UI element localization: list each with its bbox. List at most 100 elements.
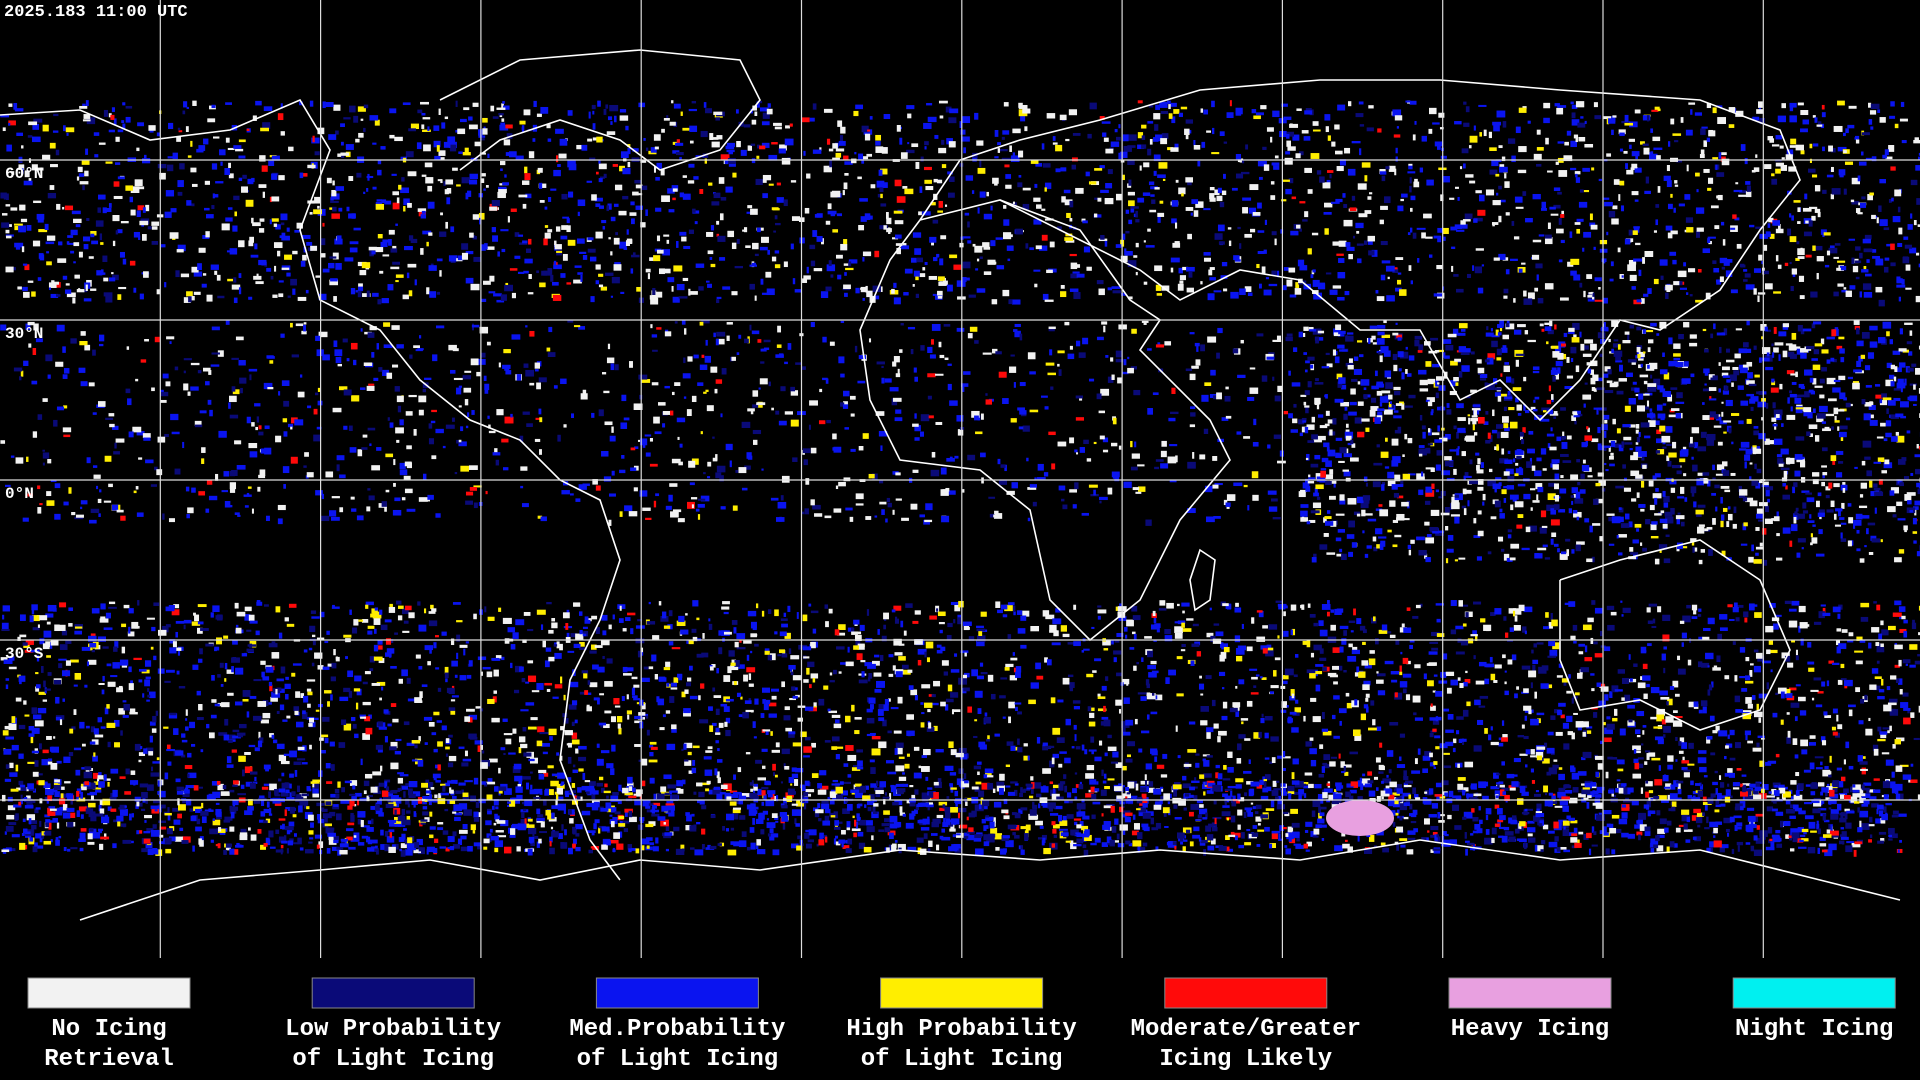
icing-pixel: [385, 453, 394, 458]
icing-pixel: [31, 291, 36, 297]
icing-pixel: [1351, 443, 1356, 448]
icing-pixel: [1088, 378, 1095, 382]
icing-pixel: [1527, 339, 1536, 343]
icing-pixel: [406, 445, 412, 450]
icing-pixel: [1861, 399, 1866, 405]
icing-pixel: [1162, 178, 1166, 181]
icing-pixel: [361, 447, 368, 450]
icing-pixel: [105, 295, 113, 303]
icing-pixel: [363, 104, 369, 109]
icing-pixel: [904, 188, 914, 195]
icing-pixel: [383, 322, 391, 327]
icing-pixel: [547, 268, 553, 275]
icing-pixel: [1217, 224, 1225, 232]
icing-pixel: [125, 105, 133, 109]
icing-pixel: [1885, 379, 1894, 387]
icing-pixel: [1617, 247, 1621, 253]
icing-pixel: [1712, 107, 1717, 114]
icing-pixel: [1598, 479, 1606, 486]
icing-pixel: [1838, 375, 1846, 381]
icing-pixel: [1745, 191, 1752, 198]
icing-pixel: [1240, 339, 1244, 344]
icing-pixel: [1145, 245, 1155, 248]
icing-pixel: [759, 378, 768, 385]
icing-pixel: [699, 189, 704, 194]
icing-pixel: [832, 143, 838, 149]
icing-pixel: [238, 177, 243, 182]
icing-pixel: [746, 452, 752, 459]
icing-pixel: [373, 377, 379, 381]
icing-pixel: [1765, 490, 1770, 497]
icing-pixel: [1300, 510, 1308, 517]
icing-pixel: [1394, 429, 1400, 434]
icing-pixel: [1503, 295, 1508, 299]
icing-pixel: [581, 144, 588, 151]
icing-pixel: [1216, 352, 1220, 359]
icing-pixel: [1042, 293, 1049, 301]
icing-pixel: [481, 298, 487, 303]
icing-pixel: [332, 407, 342, 413]
icing-pixel: [1566, 130, 1572, 136]
icing-pixel: [79, 105, 88, 109]
icing-pixel: [1407, 473, 1416, 476]
icing-pixel: [1646, 115, 1650, 122]
icing-pixel: [1795, 257, 1800, 261]
icing-pixel: [520, 485, 524, 489]
icing-pixel: [1889, 115, 1896, 119]
icing-pixel: [1299, 265, 1308, 271]
icing-pixel: [1270, 181, 1275, 185]
icing-pixel: [1862, 440, 1872, 448]
icing-pixel: [924, 519, 933, 523]
icing-pixel: [280, 103, 283, 109]
icing-pixel: [201, 458, 205, 464]
icing-pixel: [1670, 230, 1678, 235]
icing-pixel: [1631, 387, 1637, 391]
icing-pixel: [666, 115, 669, 121]
icing-pixel: [1473, 518, 1477, 524]
icing-pixel: [1534, 396, 1540, 400]
icing-pixel: [1651, 109, 1659, 112]
icing-pixel: [592, 110, 595, 115]
icing-pixel: [930, 202, 936, 206]
icing-pixel: [453, 377, 463, 381]
icing-pixel: [1065, 138, 1070, 142]
icing-pixel: [1722, 366, 1730, 371]
icing-pixel: [714, 388, 718, 394]
icing-pixel: [1809, 433, 1813, 437]
icing-pixel: [1915, 252, 1920, 256]
icing-pixel: [1714, 225, 1720, 230]
icing-pixel: [658, 268, 665, 275]
icing-pixel: [426, 287, 430, 295]
icing-pixel: [671, 285, 674, 292]
icing-pixel: [1017, 182, 1023, 188]
icing-pixel: [138, 457, 143, 460]
icing-pixel: [133, 287, 137, 293]
icing-pixel: [422, 473, 427, 481]
icing-pixel: [465, 277, 474, 284]
icing-pixel: [1877, 109, 1881, 113]
icing-pixel: [5, 234, 14, 237]
icing-pixel: [1757, 292, 1766, 295]
icing-pixel: [396, 197, 400, 204]
icing-pixel: [252, 115, 257, 121]
icing-pixel: [1673, 207, 1676, 213]
icing-pixel: [1393, 134, 1401, 138]
icing-pixel: [532, 138, 536, 142]
icing-pixel: [538, 377, 547, 383]
icing-pixel: [1839, 348, 1845, 354]
icing-pixel: [1873, 487, 1881, 491]
icing-pixel: [1493, 257, 1500, 261]
icing-pixel: [618, 210, 627, 216]
icing-pixel: [330, 278, 338, 282]
icing-pixel: [392, 509, 402, 516]
icing-pixel: [1454, 121, 1462, 125]
icing-pixel: [360, 328, 363, 332]
icing-pixel: [1714, 484, 1720, 489]
icing-pixel: [1493, 124, 1500, 132]
icing-pixel: [1530, 488, 1536, 491]
icing-pixel: [300, 260, 306, 267]
icing-pixel: [1519, 431, 1524, 437]
icing-pixel: [113, 118, 117, 125]
icing-pixel: [969, 326, 978, 332]
icing-pixel: [1490, 328, 1493, 332]
